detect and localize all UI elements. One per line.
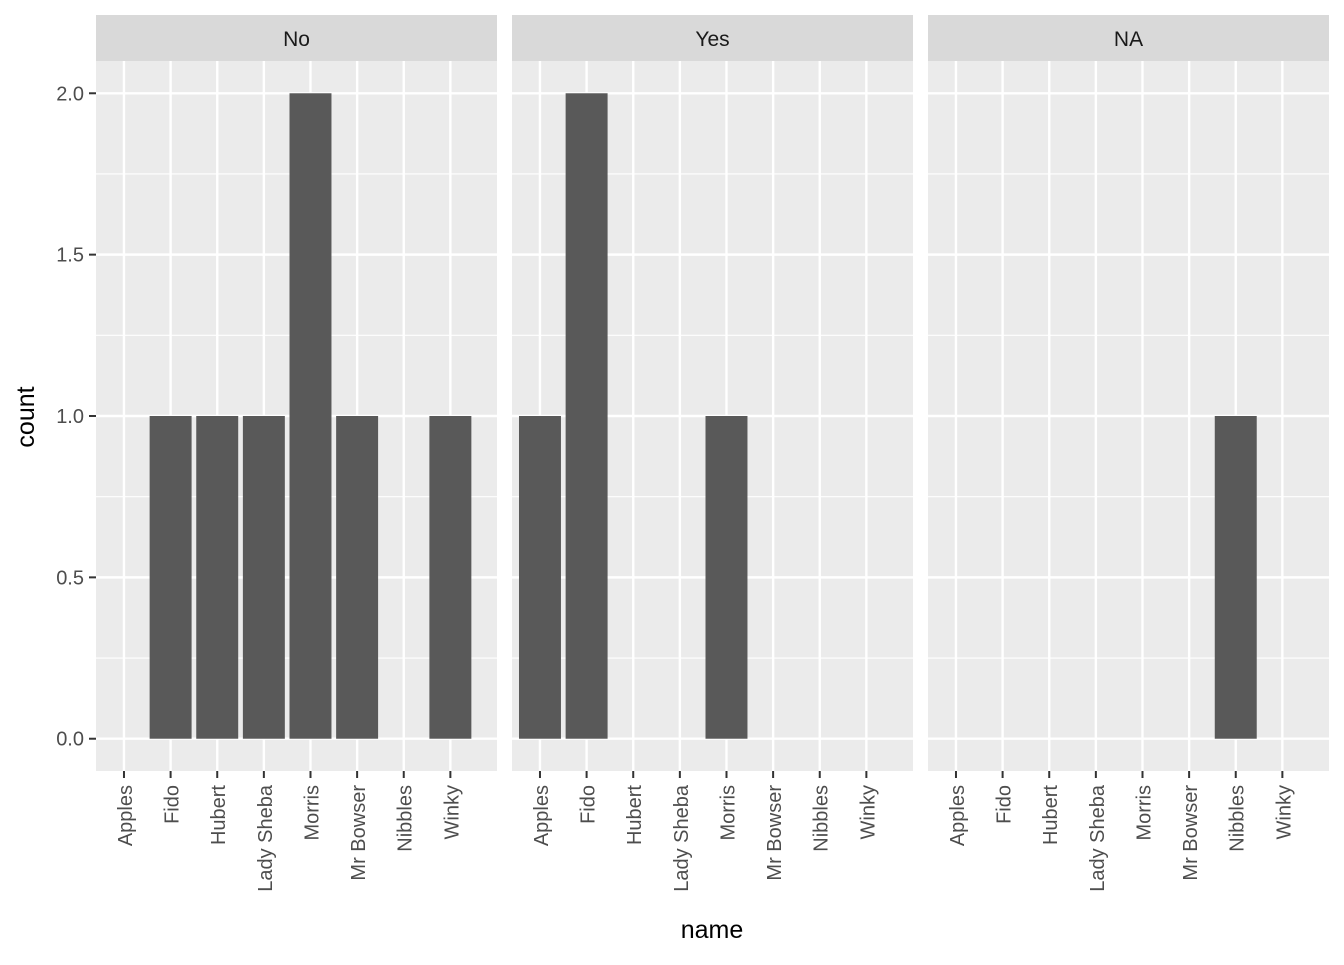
bar-apples (518, 416, 561, 739)
facet-strip (96, 15, 497, 61)
y-tick-label: 0.0 (56, 729, 84, 751)
bar-winky (429, 416, 472, 739)
facet-strip (512, 15, 913, 61)
x-tick-label: Nibbles (1227, 785, 1249, 852)
y-axis-title: count (12, 386, 40, 447)
x-tick-label: Nibbles (811, 785, 833, 852)
x-tick-label: Mr Bowser (764, 785, 786, 881)
bar-mr-bowser (336, 416, 379, 739)
facet-panel-no: No Apples Fido Hubert Lady Sheba Morris Mr Bow… (96, 15, 497, 892)
facet-panel-yes: Yes Apples Fido Hubert Lady Sheba Morris Mr Bo… (512, 15, 913, 892)
x-tick-label: Apples (115, 785, 137, 846)
facet-strip-label: Yes (695, 28, 729, 51)
facet-strip-label: No (283, 28, 310, 51)
bar-hubert (196, 416, 239, 739)
y-tick-label: 1.0 (56, 406, 84, 428)
bar-fido (565, 93, 608, 739)
x-tick-label: Hubert (208, 785, 230, 845)
x-tick-label: Mr Bowser (1180, 785, 1202, 881)
y-tick-label: 2.0 (56, 83, 84, 105)
bar-nibbles (1214, 416, 1257, 739)
bar-lady-sheba (242, 416, 285, 739)
x-tick-label: Mr Bowser (348, 785, 370, 881)
x-tick-label: Lady Sheba (255, 784, 277, 892)
y-tick-label: 1.5 (56, 245, 84, 267)
x-tick-label: Apples (947, 785, 969, 846)
bar-morris (705, 416, 748, 739)
x-tick-label: Nibbles (395, 785, 417, 852)
x-tick-label: Winky (857, 785, 879, 839)
x-tick-label: Lady Sheba (671, 784, 693, 892)
x-tick-label: Fido (994, 785, 1016, 824)
x-tick-label: Hubert (624, 785, 646, 845)
x-axis-title: name (681, 916, 744, 944)
x-tick-label: Morris (301, 785, 323, 841)
x-tick-label: Fido (578, 785, 600, 824)
x-tick-label: Hubert (1040, 785, 1062, 845)
x-tick-label: Apples (531, 785, 553, 846)
facet-panel-na: NA Apples Fido Hubert Lady Sheba Morris Mr Bow… (928, 15, 1329, 892)
x-tick-label: Morris (1133, 785, 1155, 841)
x-tick-label: Morris (717, 785, 739, 841)
x-tick-label: Lady Sheba (1087, 784, 1109, 892)
x-tick-label: Winky (1273, 785, 1295, 839)
y-tick-label: 0.5 (56, 567, 84, 589)
x-tick-label: Winky (441, 785, 463, 839)
facet-strip (928, 15, 1329, 61)
bar-fido (149, 416, 192, 739)
bar-morris (289, 93, 332, 739)
facet-strip-label: NA (1114, 28, 1143, 51)
x-tick-label: Fido (162, 785, 184, 824)
